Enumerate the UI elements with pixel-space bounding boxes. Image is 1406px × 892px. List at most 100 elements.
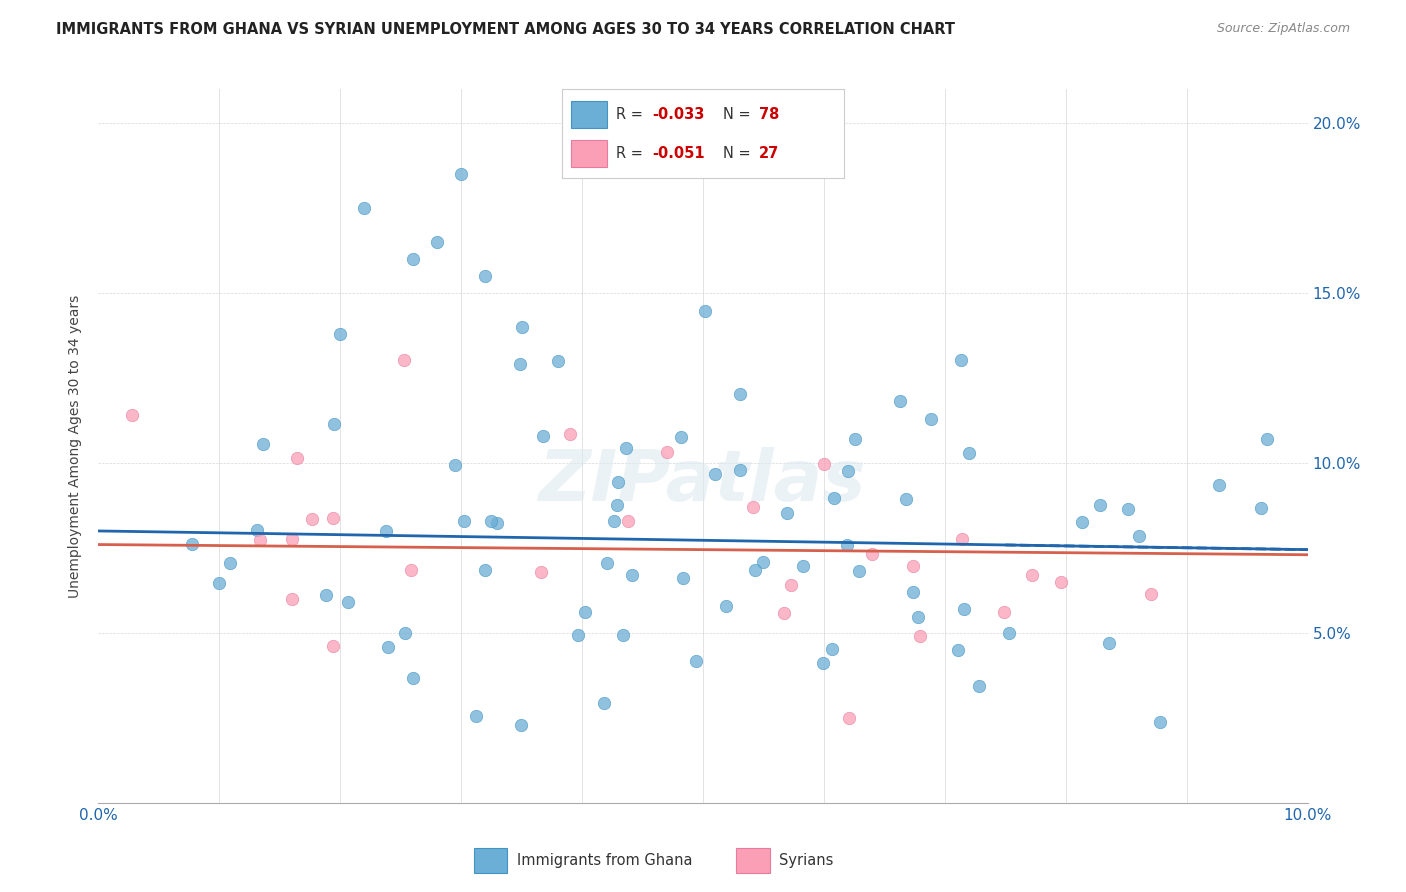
Point (218, 556, 240, 570)
Point (402, 671, 425, 685)
Point (337, 594, 360, 608)
Point (685, 654, 707, 668)
Point (744, 564, 766, 578)
Point (329, 326, 352, 341)
Text: Immigrants from Ghana: Immigrants from Ghana (516, 854, 692, 868)
Point (950, 352, 973, 367)
Point (1128, 529, 1150, 543)
Point (443, 458, 465, 472)
Point (776, 506, 799, 520)
Text: N =: N = (723, 146, 755, 161)
Point (617, 514, 640, 528)
Text: 27: 27 (759, 146, 779, 161)
Point (450, 167, 472, 181)
Point (835, 538, 858, 552)
Point (672, 571, 695, 585)
Point (614, 441, 637, 455)
Point (821, 642, 844, 657)
Point (946, 643, 969, 657)
Point (714, 599, 737, 613)
Point (889, 394, 911, 409)
Point (1139, 587, 1161, 601)
Point (322, 511, 344, 525)
Point (353, 201, 375, 215)
Point (620, 567, 643, 582)
Point (547, 354, 569, 368)
Point (813, 458, 835, 472)
Point (908, 629, 931, 643)
Point (901, 558, 924, 573)
Point (823, 491, 845, 505)
Bar (737, 848, 770, 873)
Point (811, 657, 834, 671)
Y-axis label: Unemployment Among Ages 30 to 34 years: Unemployment Among Ages 30 to 34 years (69, 294, 83, 598)
Point (474, 269, 496, 284)
Point (180, 536, 202, 550)
Point (453, 514, 475, 528)
Point (967, 680, 990, 694)
Point (950, 533, 973, 547)
Point (606, 475, 628, 490)
Point (394, 626, 416, 640)
Point (1256, 432, 1278, 446)
Point (920, 411, 942, 425)
Point (208, 575, 231, 590)
Point (479, 514, 502, 528)
Text: IMMIGRANTS FROM GHANA VS SYRIAN UNEMPLOYMENT AMONG AGES 30 TO 34 YEARS CORRELATI: IMMIGRANTS FROM GHANA VS SYRIAN UNEMPLOY… (56, 22, 955, 37)
Point (741, 500, 763, 514)
Point (394, 353, 416, 368)
Point (655, 445, 678, 459)
Point (751, 555, 773, 569)
Point (1090, 498, 1112, 512)
Point (593, 696, 616, 710)
Point (252, 437, 274, 451)
Point (728, 387, 751, 401)
Point (606, 499, 628, 513)
Point (249, 533, 271, 547)
Point (301, 512, 323, 526)
Point (773, 606, 796, 620)
Text: Syrians: Syrians (779, 854, 834, 868)
Point (531, 429, 554, 443)
Text: 78: 78 (759, 107, 779, 121)
Point (792, 558, 814, 573)
Point (894, 492, 917, 507)
Point (612, 628, 634, 642)
Point (669, 430, 692, 444)
Point (323, 417, 346, 431)
Bar (571, 140, 607, 167)
Point (246, 524, 269, 538)
Point (838, 711, 860, 725)
Point (281, 532, 304, 546)
Point (848, 564, 870, 578)
Point (121, 408, 143, 422)
Point (907, 610, 929, 624)
Text: ZIPatlas: ZIPatlas (540, 447, 866, 516)
Point (474, 563, 496, 577)
Point (486, 516, 509, 530)
Point (1149, 715, 1171, 730)
Text: R =: R = (616, 146, 647, 161)
Text: R =: R = (616, 107, 647, 121)
Point (1208, 478, 1230, 492)
Point (402, 252, 425, 266)
Point (1021, 568, 1043, 582)
Point (704, 467, 727, 482)
Point (837, 464, 859, 478)
Point (401, 563, 423, 577)
Point (464, 708, 486, 723)
Text: -0.051: -0.051 (652, 146, 704, 161)
Bar (474, 848, 508, 873)
Point (780, 578, 803, 592)
Point (844, 432, 866, 446)
Text: Source: ZipAtlas.com: Source: ZipAtlas.com (1216, 22, 1350, 36)
Text: N =: N = (723, 107, 755, 121)
Point (377, 640, 399, 655)
Point (322, 639, 344, 653)
Point (695, 303, 717, 318)
Point (860, 547, 883, 561)
Point (1050, 574, 1073, 589)
Point (558, 427, 581, 442)
Point (374, 524, 396, 539)
Point (509, 357, 531, 371)
